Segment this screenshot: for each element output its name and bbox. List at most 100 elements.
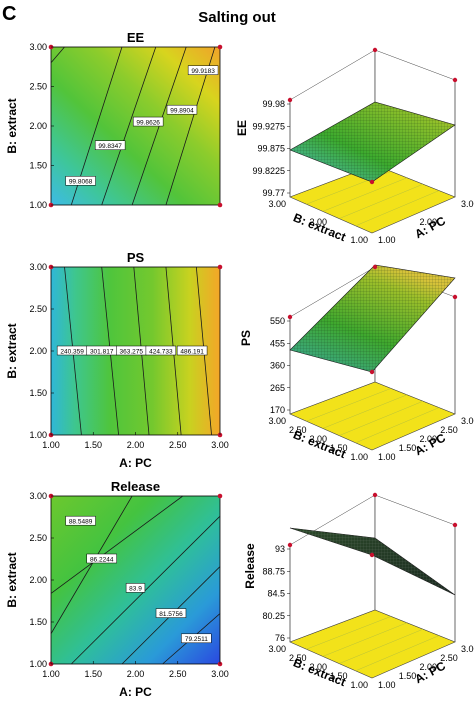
y-tick-label: 1.00: [29, 200, 47, 210]
x-tick-label: 2.00: [420, 662, 438, 672]
y-tick-label: 1.00: [350, 452, 368, 462]
y-tick-label: 2.00: [309, 434, 327, 444]
y-tick-label: 2.00: [29, 121, 47, 131]
contour-label: 79.2511: [185, 636, 208, 643]
design-point: [452, 294, 458, 300]
z-tick-label: 99.9275: [252, 121, 285, 131]
design-point: [217, 44, 223, 50]
y-tick-label: 1.00: [29, 659, 47, 669]
y-tick-label: 3.00: [268, 644, 286, 654]
x-tick-label: 2.50: [440, 425, 458, 435]
z-tick-label: 80.25: [262, 611, 285, 621]
contour-label: 83.9: [129, 586, 142, 593]
design-point: [217, 202, 223, 208]
floor-contour-line: [306, 616, 392, 650]
x-tick-label: 2.00: [420, 434, 438, 444]
floor-contour-line: [355, 407, 440, 444]
contour-label: 424.733: [149, 348, 173, 355]
x-tick-label: 3.00: [461, 199, 474, 209]
design-point: [287, 314, 293, 320]
contour-label: 99.8068: [69, 179, 93, 186]
x-tick-label: 1.50: [84, 440, 102, 450]
design-point: [369, 369, 375, 375]
x-tick-label: 1.50: [84, 669, 102, 679]
floor-contour-line: [355, 635, 440, 672]
floor-contour-line: [322, 177, 408, 212]
contour-label: 81.5756: [159, 611, 183, 618]
x-tick-label: 1.00: [378, 680, 396, 690]
design-point: [372, 264, 378, 270]
contour-label: 301.817: [90, 348, 114, 355]
z-tick-label: 84.5: [267, 589, 285, 599]
x-tick-label: 1.50: [399, 671, 417, 681]
contour-line: [50, 495, 133, 634]
x-tick-label: 3.00: [211, 440, 229, 450]
y-tick-label: 3.00: [29, 262, 47, 272]
contour-panel-ps: PS 1.00 1.50 2.00 2.50 3.00 1.00 1.50 2.00 2.50 3.…: [5, 250, 229, 470]
y-tick-label: 3.00: [29, 491, 47, 501]
surface-panel-release: 9388.7584.580.2576Release3.002.502.001.5…: [243, 492, 474, 690]
z-tick-label: 455: [270, 338, 285, 348]
x-tick-label: 1.00: [42, 440, 60, 450]
z-tick-label: 99.77: [262, 188, 285, 198]
design-point: [217, 264, 223, 270]
z-axis-label: Release: [243, 543, 257, 589]
contour-label-box: [132, 116, 164, 127]
x-axis-label: A: PC: [119, 456, 152, 470]
contour-label-box: [65, 176, 96, 186]
x-tick-label: 2.00: [420, 217, 438, 227]
y-axis-label: B: extract: [5, 323, 19, 378]
z-tick-label: 265: [270, 383, 285, 393]
contour-label-box: [187, 65, 219, 75]
design-point: [372, 492, 378, 498]
y-tick-label: 2.00: [29, 575, 47, 585]
y-tick-label: 2.00: [29, 346, 47, 356]
y-tick-label: 2.50: [29, 533, 47, 543]
contour-label-box: [166, 104, 198, 115]
y-tick-label: 2.50: [289, 653, 307, 663]
z-tick-label: 76: [275, 633, 285, 643]
contour-label-box: [86, 553, 117, 564]
y-tick-label: 3.00: [268, 199, 286, 209]
design-point: [287, 542, 293, 548]
z-tick-label: 99.8225: [252, 166, 285, 176]
y-tick-label: 1.00: [350, 235, 368, 245]
panel-title: EE: [127, 30, 145, 45]
z-axis-label: EE: [235, 120, 249, 136]
z-tick-label: 170: [270, 405, 285, 415]
contour-line: [50, 46, 65, 64]
design-point: [369, 552, 375, 558]
y-tick-label: 2.50: [29, 82, 47, 92]
x-axis-label: A: PC: [119, 685, 152, 699]
y-tick-label: 1.50: [29, 388, 47, 398]
surface-panel-ee: 99.98 99.9275 99.875 99.8225 99.77 EE 3.00 2.00…: [235, 47, 474, 245]
contour-label-box: [155, 608, 187, 618]
y-tick-label: 2.50: [29, 304, 47, 314]
figure-title: Salting out: [198, 9, 276, 26]
surface-mesh: [290, 102, 455, 182]
contour-line: [70, 515, 221, 665]
x-tick-label: 3.00: [211, 669, 229, 679]
x-tick-label: 2.50: [440, 653, 458, 663]
floor-contour-line: [306, 388, 392, 422]
contour-label: 99.8347: [98, 143, 122, 150]
y-tick-label: 1.00: [29, 430, 47, 440]
y-tick-label: 1.50: [330, 671, 348, 681]
contour-panel-release: Release 1.00 1.50 2.00 2.50 3.00 1.00 1.50 2.00 2…: [5, 479, 229, 699]
design-point: [287, 97, 293, 103]
x-tick-label: 2.00: [127, 440, 145, 450]
contour-label: 99.9183: [191, 68, 215, 75]
x-tick-label: 1.50: [399, 443, 417, 453]
y-axis-label: B: extract: [5, 552, 19, 607]
surface-plots: 99.98 99.9275 99.875 99.8225 99.77 EE 3.00 2.00…: [235, 47, 474, 690]
y-tick-label: 3.00: [268, 416, 286, 426]
panel-letter: C: [2, 3, 16, 25]
x-tick-label: 2.50: [169, 669, 187, 679]
floor-contour-line: [339, 183, 424, 219]
contour-label: 99.8904: [170, 108, 194, 115]
contour-line: [101, 46, 157, 206]
contour-panel-ee: EE 1.00 1.50 2.00 2.50 3.00 B: extract 99.8068 9…: [5, 30, 223, 210]
panel-title: Release: [111, 479, 160, 494]
design-point: [372, 47, 378, 53]
